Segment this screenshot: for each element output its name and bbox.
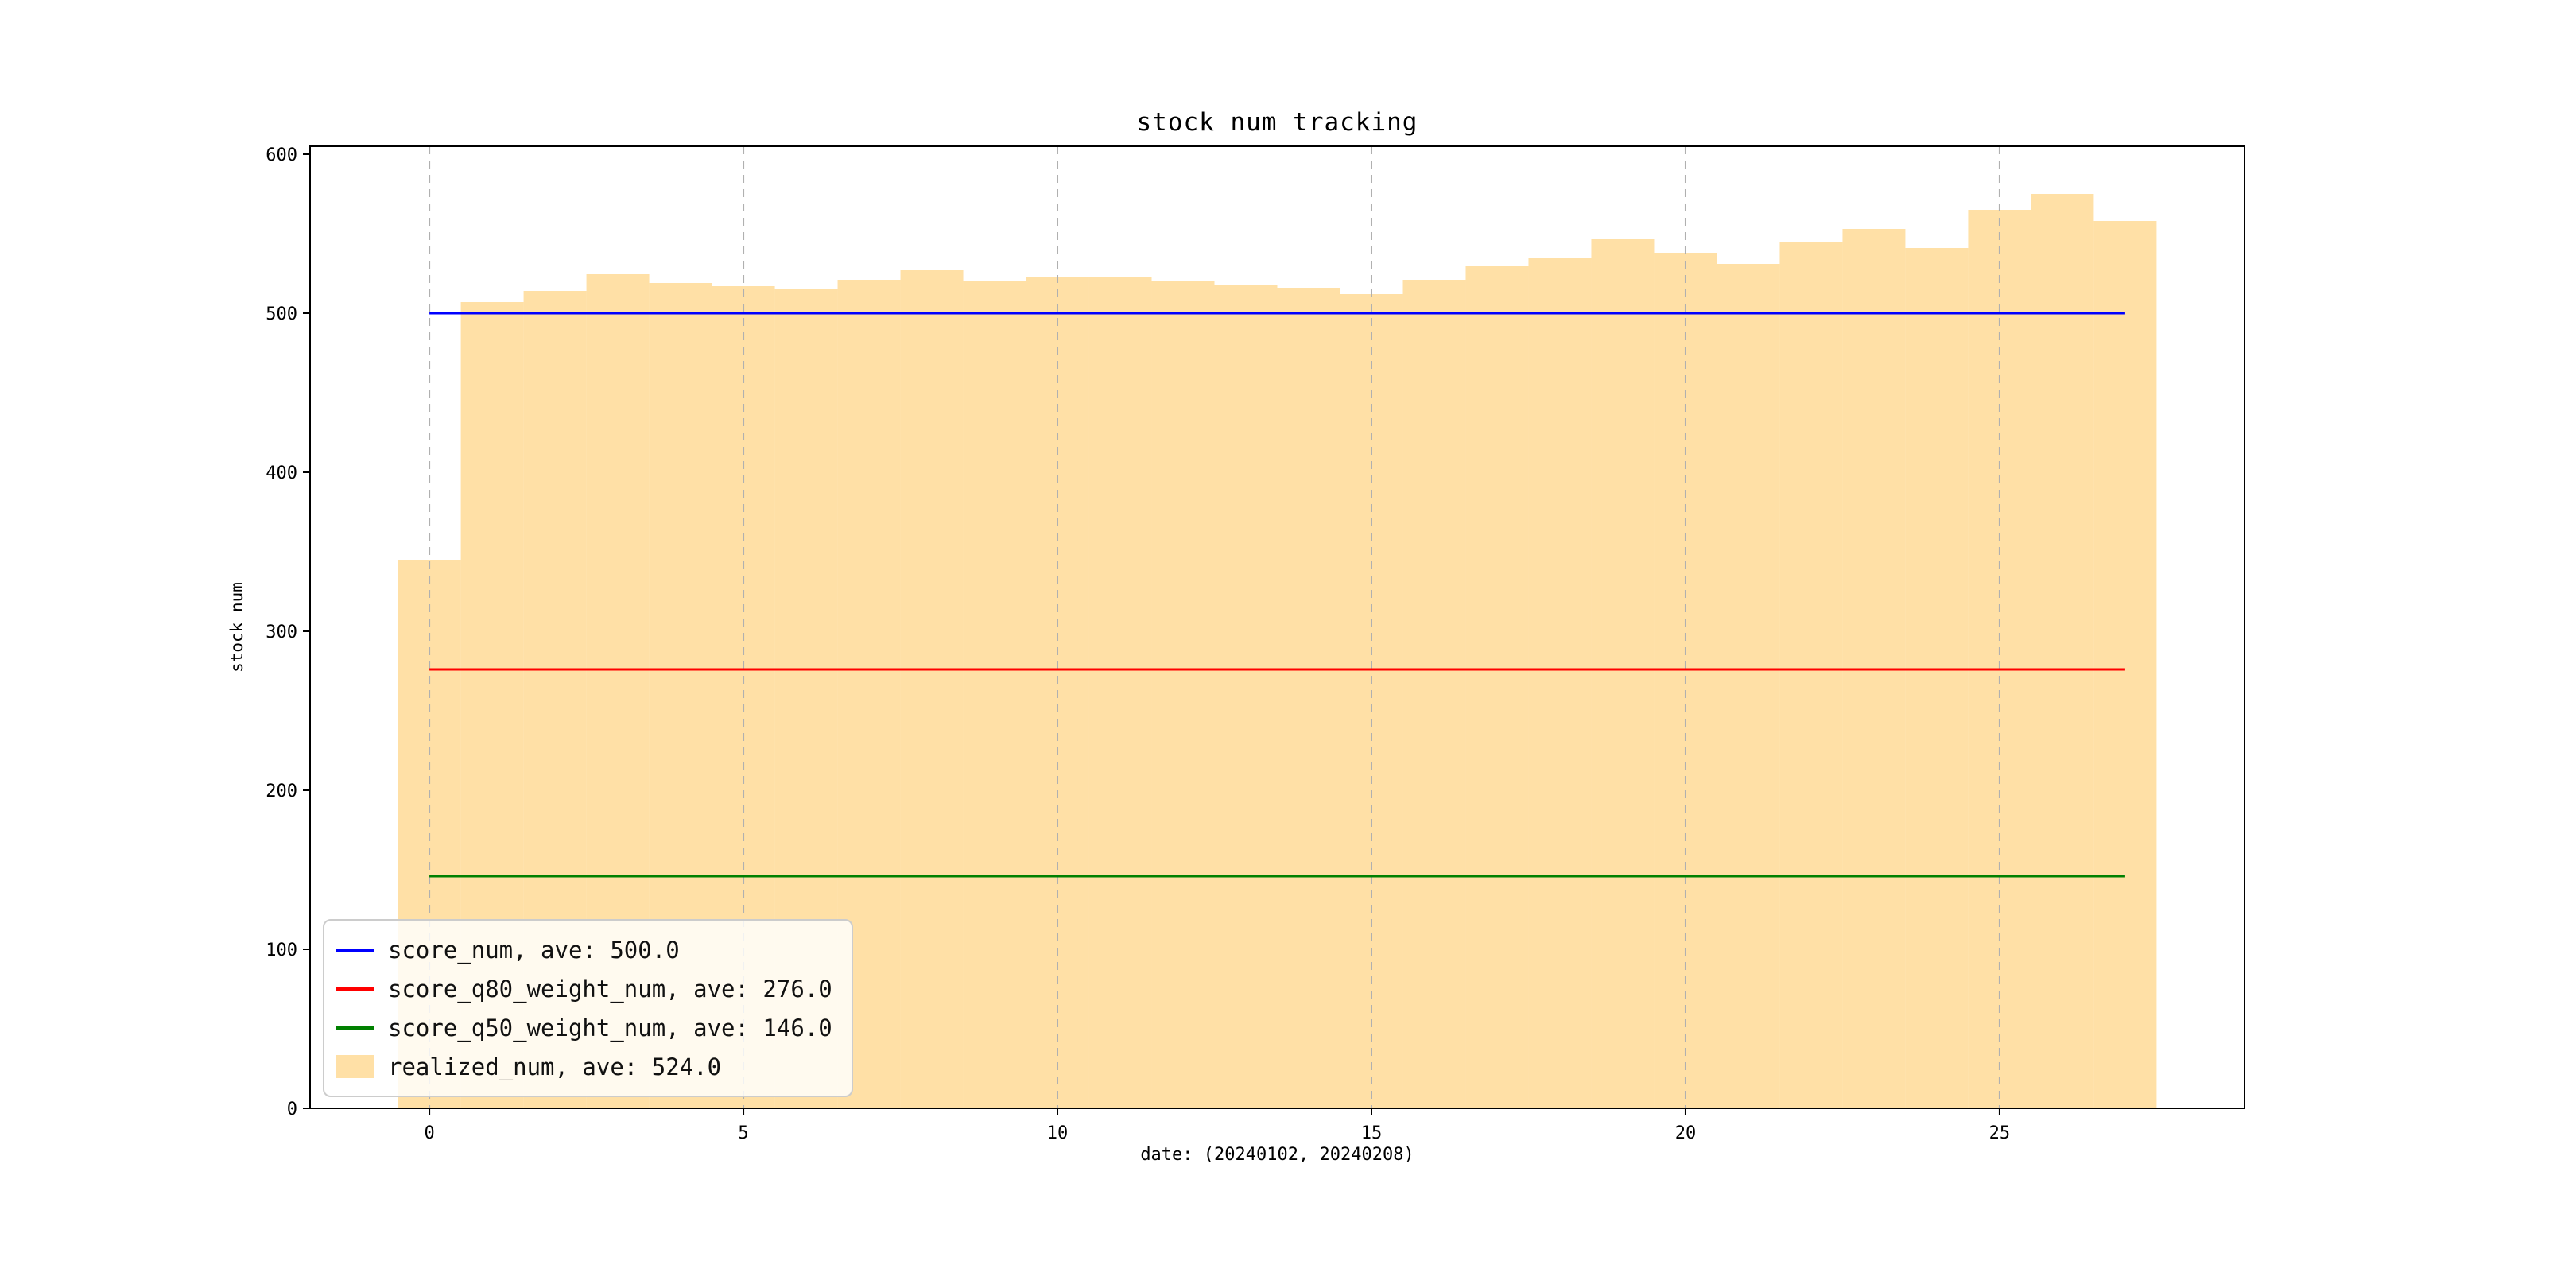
legend-entry: score_q80_weight_num, ave: 276.0 (336, 969, 832, 1008)
y-tick-label: 200 (266, 782, 297, 801)
bar (1968, 210, 2031, 1108)
legend-line-swatch (336, 948, 374, 952)
legend-line-swatch (336, 1026, 374, 1030)
y-tick-label: 500 (266, 305, 297, 324)
x-tick-label: 0 (424, 1123, 434, 1143)
y-tick-label: 0 (287, 1100, 297, 1119)
bar (1779, 242, 1843, 1108)
bar (1214, 285, 1278, 1108)
x-tick-label: 5 (738, 1123, 748, 1143)
legend-label: score_q80_weight_num, ave: 276.0 (388, 975, 832, 1003)
x-tick-label: 25 (1989, 1123, 2011, 1143)
y-tick-label: 600 (266, 145, 297, 165)
x-tick-label: 10 (1047, 1123, 1069, 1143)
bar (1402, 280, 1466, 1108)
bar (2093, 221, 2157, 1108)
y-tick-label: 400 (266, 464, 297, 483)
x-tick-label: 20 (1675, 1123, 1697, 1143)
legend-entry: score_q50_weight_num, ave: 146.0 (336, 1008, 832, 1047)
legend-patch-swatch (336, 1055, 374, 1078)
x-axis-label: date: (20240102, 20240208) (1140, 1145, 1414, 1165)
legend: score_num, ave: 500.0 score_q80_weight_n… (323, 919, 853, 1097)
bar (1088, 277, 1152, 1108)
legend-label: realized_num, ave: 524.0 (388, 1053, 722, 1080)
bar (1465, 266, 1529, 1108)
legend-label: score_q50_weight_num, ave: 146.0 (388, 1014, 832, 1042)
legend-entry: realized_num, ave: 524.0 (336, 1047, 832, 1086)
legend-entry: score_num, ave: 500.0 (336, 930, 832, 969)
axes-border (309, 145, 2245, 1109)
x-tick-label: 15 (1361, 1123, 1383, 1143)
bar (1528, 258, 1592, 1108)
legend-label: score_num, ave: 500.0 (388, 936, 680, 964)
legend-line-swatch (336, 987, 374, 991)
bar (1591, 239, 1655, 1108)
bar (900, 270, 964, 1108)
y-axis-label: stock_num (227, 582, 246, 673)
bar (1340, 294, 1403, 1108)
bar (1277, 288, 1340, 1108)
chart-title: stock num tracking (1136, 108, 1418, 137)
y-tick-label: 300 (266, 623, 297, 642)
bar (963, 281, 1026, 1108)
bar (2031, 194, 2094, 1108)
bar (1717, 264, 1780, 1108)
y-tick-label: 100 (266, 941, 297, 960)
bar (1905, 248, 1969, 1108)
bar (1151, 281, 1215, 1108)
